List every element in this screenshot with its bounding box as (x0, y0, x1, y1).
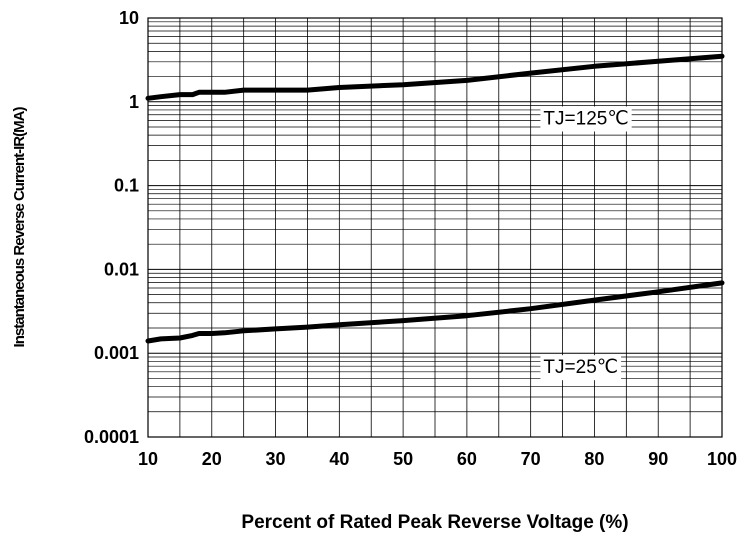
series-line-1 (145, 53, 725, 101)
x-tick-label: 40 (329, 449, 349, 469)
x-tick-labels: 10 20 30 40 50 60 70 80 90 100 (138, 449, 737, 469)
x-tick-label: 90 (648, 449, 668, 469)
x-tick-label: 20 (202, 449, 222, 469)
x-axis-title: Percent of Rated Peak Reverse Voltage (%… (241, 512, 628, 533)
y-tick-label: 0.001 (94, 343, 139, 363)
x-tick-label: 100 (707, 449, 737, 469)
y-tick-label: 1 (129, 92, 139, 112)
series-line-2 (145, 280, 725, 344)
annotation-bg (540, 106, 632, 132)
annotation-bg (540, 355, 622, 381)
plot-frame (147, 17, 723, 438)
series-layer (145, 53, 725, 344)
x-tick-label: 50 (393, 449, 413, 469)
x-tick-label: 30 (266, 449, 286, 469)
x-tick-label: 10 (138, 449, 158, 469)
annotation-layer: TJ=125℃ TJ=25℃ (540, 106, 632, 381)
y-tick-label: 0.01 (104, 259, 139, 279)
annotation-label-1: TJ=125℃ (543, 108, 628, 129)
y-tick-label: 0.0001 (84, 427, 139, 447)
y-axis-title: Instantaneous Reverse Current-IR(MA) (11, 107, 28, 348)
y-tick-label: 10 (119, 8, 139, 28)
y-tick-labels: 10 1 0.1 0.01 0.001 0.0001 (84, 8, 139, 447)
annotation-label-2: TJ=25℃ (543, 357, 618, 378)
x-tick-label: 60 (457, 449, 477, 469)
x-tick-label: 80 (584, 449, 604, 469)
x-tick-label: 70 (521, 449, 541, 469)
y-tick-label: 0.1 (114, 176, 139, 196)
